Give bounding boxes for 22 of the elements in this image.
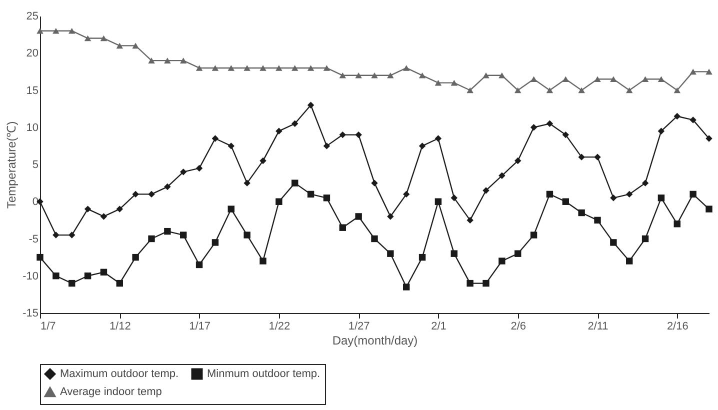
x-axis-title: Day(month/day) [332, 334, 418, 348]
x-tick-label: 2/1 [431, 320, 446, 332]
y-axis-title: Temperature(℃) [4, 121, 19, 209]
y-tick-label: -15 [22, 308, 38, 320]
x-tick-label: 2/11 [588, 320, 608, 332]
y-tick-label: -5 [28, 233, 38, 246]
y-tick-label: 15 [26, 84, 38, 97]
y-tick-label: 10 [26, 122, 38, 134]
x-tick-label: 1/7 [40, 320, 56, 332]
x-tick-label: 2/6 [510, 320, 526, 332]
x-tick-label: 1/12 [109, 320, 131, 332]
y-tick-label: 25 [26, 10, 38, 22]
x-tick-label: 2/16 [666, 320, 688, 332]
x-tick-label: 1/17 [189, 320, 210, 332]
y-tick-label: 20 [26, 48, 38, 60]
y-tick-label: -10 [22, 270, 38, 282]
x-tick-label: 1/27 [348, 320, 370, 332]
legend-label: Average indoor temp [60, 386, 162, 398]
legend-label: Minmum outdoor temp. [207, 368, 320, 380]
legend-label: Maximum outdoor temp. [60, 368, 179, 380]
x-tick-label: 1/22 [268, 320, 290, 332]
y-tick-label: 5 [32, 159, 38, 171]
